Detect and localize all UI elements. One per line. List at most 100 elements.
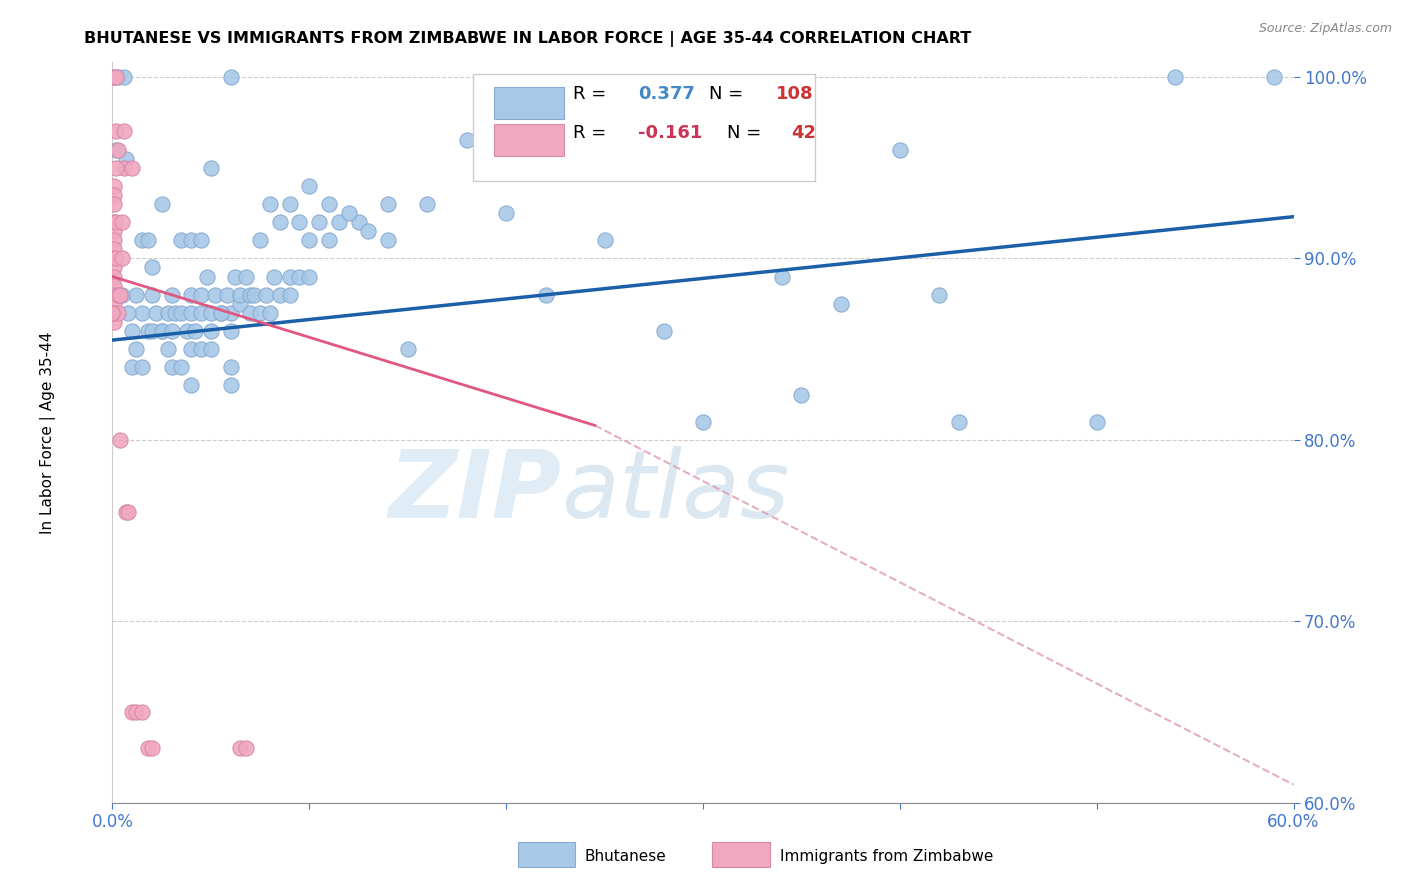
Point: [288, 269, 311, 284]
Point: [170, 360, 193, 375]
Point: [136, 741, 159, 756]
Point: [111, 287, 134, 301]
Point: [136, 324, 159, 338]
Point: [103, 315, 125, 329]
Point: [235, 741, 257, 756]
Point: [165, 306, 187, 320]
Point: [121, 360, 143, 375]
Point: [357, 224, 380, 238]
Point: [150, 324, 173, 338]
Point: [103, 297, 125, 311]
Text: In Labor Force | Age 35-44: In Labor Force | Age 35-44: [39, 332, 55, 533]
Point: [111, 252, 134, 266]
Point: [141, 260, 163, 275]
Text: N =: N =: [727, 124, 766, 142]
Point: [115, 506, 138, 520]
Point: [790, 387, 813, 401]
Point: [103, 70, 125, 84]
Point: [121, 324, 143, 338]
Point: [219, 324, 242, 338]
FancyBboxPatch shape: [517, 842, 575, 867]
Text: R =: R =: [574, 86, 612, 103]
Point: [219, 360, 242, 375]
Point: [176, 324, 198, 338]
Point: [101, 306, 124, 320]
Point: [456, 133, 478, 147]
Point: [377, 233, 399, 247]
Point: [141, 741, 163, 756]
Point: [117, 506, 139, 520]
Point: [219, 378, 242, 392]
Text: 42: 42: [792, 124, 817, 142]
Point: [107, 287, 129, 301]
Point: [110, 287, 132, 301]
Text: N =: N =: [709, 86, 749, 103]
Point: [515, 152, 537, 166]
Point: [180, 378, 202, 392]
Point: [103, 306, 125, 320]
Point: [115, 152, 138, 166]
Point: [249, 233, 271, 247]
Point: [219, 306, 242, 320]
Point: [125, 705, 148, 719]
Point: [328, 215, 350, 229]
Point: [103, 233, 125, 247]
Text: BHUTANESE VS IMMIGRANTS FROM ZIMBABWE IN LABOR FORCE | AGE 35-44 CORRELATION CHA: BHUTANESE VS IMMIGRANTS FROM ZIMBABWE IN…: [84, 31, 972, 47]
Point: [928, 287, 950, 301]
Point: [889, 143, 911, 157]
Point: [288, 215, 311, 229]
Point: [235, 269, 257, 284]
Point: [121, 705, 143, 719]
Text: -0.161: -0.161: [638, 124, 703, 142]
Text: 0.377: 0.377: [638, 86, 695, 103]
Point: [103, 252, 125, 266]
Point: [377, 197, 399, 211]
Point: [200, 342, 222, 356]
Point: [184, 324, 207, 338]
Point: [105, 143, 128, 157]
Point: [200, 161, 222, 175]
Point: [396, 342, 419, 356]
Point: [263, 269, 285, 284]
Point: [692, 152, 714, 166]
Point: [278, 197, 301, 211]
Point: [215, 287, 238, 301]
Point: [278, 269, 301, 284]
Point: [347, 215, 370, 229]
Point: [131, 306, 153, 320]
Point: [239, 306, 262, 320]
FancyBboxPatch shape: [472, 73, 815, 181]
Point: [229, 741, 252, 756]
Point: [103, 215, 125, 229]
Point: [103, 269, 125, 284]
Point: [117, 306, 139, 320]
Point: [254, 287, 277, 301]
Point: [103, 178, 125, 193]
Point: [170, 233, 193, 247]
Text: R =: R =: [574, 124, 612, 142]
Point: [105, 215, 128, 229]
Point: [830, 297, 852, 311]
Point: [204, 287, 226, 301]
Point: [141, 287, 163, 301]
Point: [141, 324, 163, 338]
Point: [200, 306, 222, 320]
Point: [125, 342, 148, 356]
Point: [112, 161, 135, 175]
Point: [692, 415, 714, 429]
Point: [103, 287, 125, 301]
Point: [107, 306, 129, 320]
Point: [170, 306, 193, 320]
Point: [209, 306, 232, 320]
Point: [112, 70, 135, 84]
Point: [298, 269, 321, 284]
Point: [180, 233, 202, 247]
Point: [160, 287, 183, 301]
Point: [180, 306, 202, 320]
Point: [209, 306, 232, 320]
Point: [243, 287, 266, 301]
Text: Bhutanese: Bhutanese: [585, 849, 666, 864]
Point: [105, 161, 128, 175]
Point: [318, 233, 340, 247]
Point: [190, 306, 212, 320]
